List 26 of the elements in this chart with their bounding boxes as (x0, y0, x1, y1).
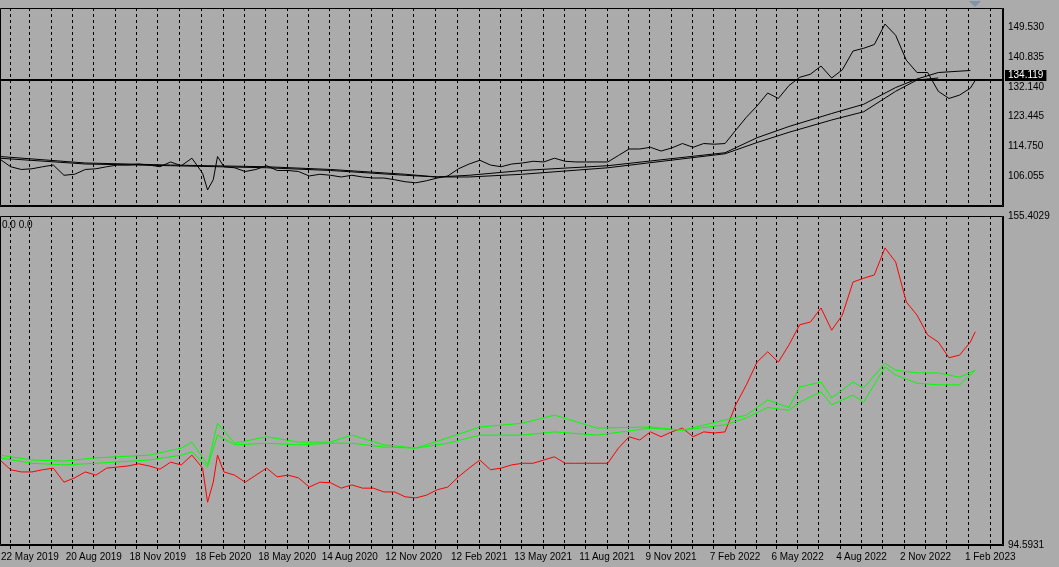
x-tick-label: 4 Aug 2022 (836, 550, 888, 562)
x-tick-label: 22 May 2019 (0, 550, 60, 562)
x-tick-label: 11 Aug 2021 (579, 550, 636, 562)
x-tick-label: 12 Nov 2020 (385, 550, 443, 562)
y-tick-label: 123.445 (1008, 110, 1045, 122)
x-tick-label: 13 May 2021 (514, 550, 573, 562)
x-tick-label: 7 Feb 2022 (709, 550, 761, 562)
y-tick-label: 132.140 (1008, 80, 1045, 92)
x-tick-label: 12 Feb 2021 (451, 550, 508, 562)
x-tick-label: 9 Nov 2021 (645, 550, 698, 562)
y-tick-label: 155.4029 (1008, 209, 1051, 221)
x-tick-label: 6 May 2022 (771, 550, 825, 562)
annotation: 0.0 0.0 (2, 218, 34, 230)
y-tick-label: 94.5931 (1008, 538, 1045, 550)
x-tick-label: 1 Feb 2023 (964, 550, 1016, 562)
x-tick-label: 18 Feb 2020 (195, 550, 252, 562)
x-tick-label: 14 Aug 2020 (321, 550, 379, 562)
x-tick-label: 2 Nov 2022 (899, 550, 952, 562)
x-tick-label: 18 Nov 2019 (129, 550, 187, 562)
y-tick-label: 140.835 (1008, 51, 1045, 63)
y-tick-label: 106.055 (1008, 169, 1045, 181)
ref-line-label: 134.119 (1008, 69, 1044, 81)
y-tick-label: 149.530 (1008, 21, 1045, 33)
y-tick-label: 114.750 (1008, 140, 1044, 152)
x-tick-label: 18 May 2020 (258, 550, 317, 562)
x-tick-label: 20 Aug 2019 (65, 550, 123, 562)
